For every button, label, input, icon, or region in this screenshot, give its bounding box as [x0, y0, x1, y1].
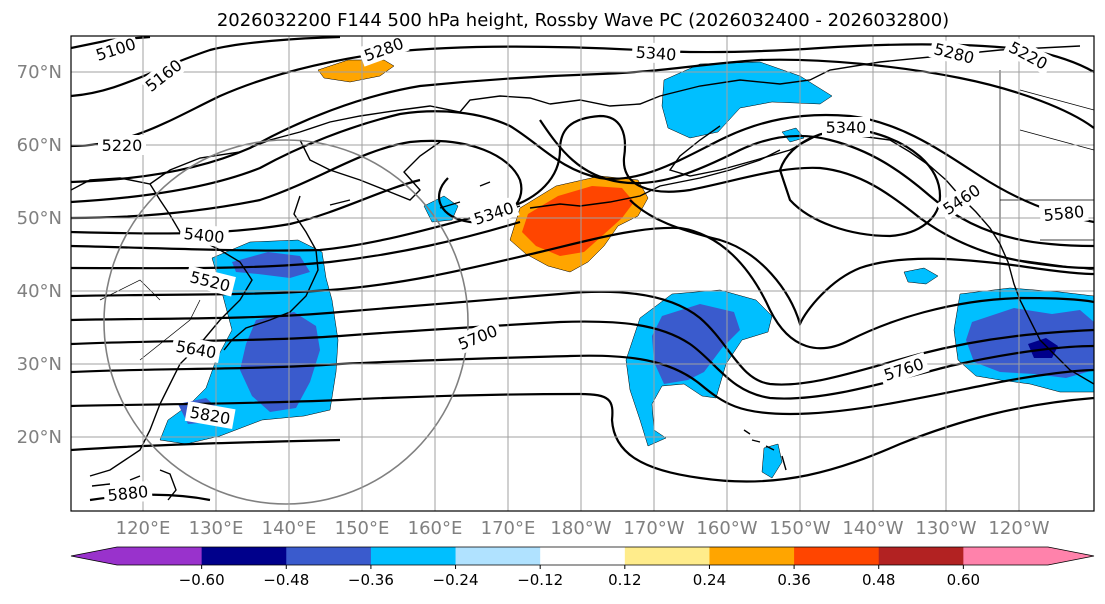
colorbar-segment	[624, 547, 710, 565]
lat-label-70n: 70°N	[17, 62, 62, 83]
colorbar-tick-label: 0.48	[862, 571, 895, 589]
lat-label-50n: 50°N	[17, 208, 62, 229]
colorbar-tick-label: −0.60	[179, 571, 225, 589]
colorbar-tick-label: 0.12	[608, 571, 641, 589]
colorbar-under-extension	[71, 547, 117, 565]
colorbar-segment	[794, 547, 880, 565]
colorbar-segments	[70, 546, 1095, 566]
colorbar-tick-label: −0.12	[517, 571, 563, 589]
lon-label-140e: 140°E	[262, 518, 317, 539]
contour-label-5580: 5580	[1043, 202, 1085, 225]
coastlines	[71, 45, 1094, 501]
colorbar-segment	[286, 547, 372, 565]
colorbar-segment	[117, 547, 203, 565]
contour-label-5220: 5220	[102, 136, 143, 155]
lat-label-40n: 40°N	[17, 281, 62, 302]
latitude-labels: 70°N 60°N 50°N 40°N 30°N 20°N	[17, 62, 62, 448]
lon-label-160w: 160°W	[696, 518, 757, 539]
colorbar-segment	[709, 547, 795, 565]
lat-label-30n: 30°N	[17, 354, 62, 375]
lon-label-170w: 170°W	[623, 518, 684, 539]
colorbar-segment	[878, 547, 964, 565]
colorbar-ticks: −0.60 −0.48 −0.36 −0.24 −0.12 0.12 0.24 0.36 0.4…	[179, 565, 980, 589]
colorbar-segment	[370, 547, 457, 565]
lon-label-180w: 180°W	[550, 518, 611, 539]
lon-label-150w: 150°W	[769, 518, 830, 539]
contour-label-5400: 5400	[183, 224, 225, 247]
lon-label-140w: 140°W	[842, 518, 903, 539]
lon-label-160e: 160°E	[408, 518, 463, 539]
colorbar-segment	[201, 547, 287, 565]
lon-label-130e: 130°E	[189, 518, 244, 539]
anomaly-negative-alaska	[661, 61, 833, 139]
lon-label-150e: 150°E	[335, 518, 390, 539]
longitude-labels: 120°E 130°E 140°E 150°E 160°E 170°E 180°…	[116, 518, 1050, 539]
colorbar-segment	[540, 547, 626, 565]
contour-label-5340-alaska: 5340	[826, 118, 867, 137]
colorbar-segment	[455, 547, 541, 565]
map-panel: 5100 5160 5220 5280 5340 5280 5220 5340 …	[70, 35, 1095, 512]
anomaly-positive-okhotsk	[317, 59, 395, 83]
lon-label-120e: 120°E	[116, 518, 171, 539]
colorbar-tick-label: 0.24	[693, 571, 726, 589]
political-borders	[99, 70, 1094, 361]
lon-label-170e: 170°E	[481, 518, 536, 539]
colorbar-tick-label: −0.36	[348, 571, 394, 589]
lat-label-60n: 60°N	[17, 135, 62, 156]
colorbar-segment	[963, 547, 1049, 565]
anomaly-shading	[159, 59, 1094, 479]
lon-label-130w: 130°W	[915, 518, 976, 539]
lat-label-20n: 20°N	[17, 427, 62, 448]
contour-label-5340: 5340	[635, 43, 677, 65]
colorbar-tick-label: 0.60	[947, 571, 980, 589]
colorbar-tick-label: 0.36	[777, 571, 810, 589]
colorbar-tick-label: −0.24	[433, 571, 479, 589]
colorbar-outline	[70, 546, 1095, 566]
region-circle	[103, 139, 469, 505]
colorbar: −0.60 −0.48 −0.36 −0.24 −0.12 0.12 0.24 0.36 0.4…	[70, 546, 1095, 589]
contour-label-5880: 5880	[107, 482, 149, 505]
colorbar-over-extension	[1048, 547, 1094, 565]
map-title: 2026032200 F144 500 hPa height, Rossby W…	[217, 10, 949, 31]
colorbar-tick-label: −0.48	[263, 571, 309, 589]
lon-label-120w: 120°W	[988, 518, 1049, 539]
map-gridlines	[71, 36, 1094, 511]
